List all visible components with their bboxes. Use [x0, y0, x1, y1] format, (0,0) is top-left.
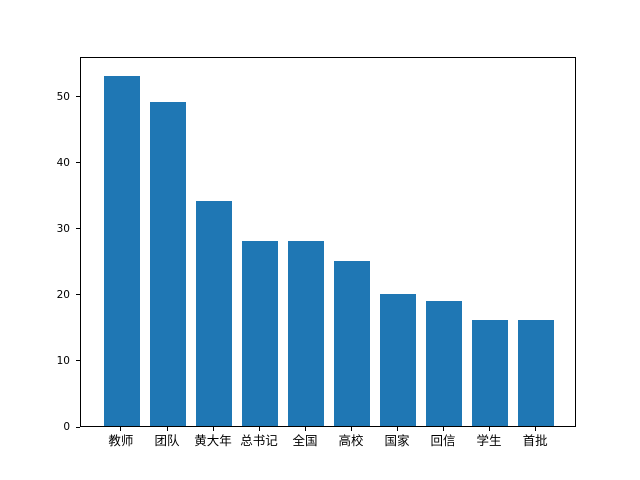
bar-回信	[425, 300, 463, 426]
x-tick-mark	[396, 427, 398, 431]
y-tick-mark	[76, 294, 80, 296]
y-tick-label: 30	[56, 222, 70, 235]
bar-团队	[149, 102, 187, 426]
x-tick-mark	[166, 427, 168, 431]
x-tick-label: 学生	[476, 433, 502, 448]
y-tick-label: 20	[56, 288, 70, 301]
y-tick-label: 40	[56, 156, 70, 169]
x-tick-mark	[442, 427, 444, 431]
x-tick-mark	[304, 427, 306, 431]
x-tick-label: 高校	[338, 433, 364, 448]
x-tick-label: 回信	[430, 433, 456, 448]
bar-教师	[103, 75, 141, 426]
bar-首批	[517, 320, 555, 426]
y-tick-label: 10	[56, 354, 70, 367]
y-tick-mark	[76, 162, 80, 164]
y-tick-label: 0	[63, 421, 70, 433]
y-tick-mark	[76, 96, 80, 98]
x-tick-mark	[488, 427, 490, 431]
bar-高校	[333, 260, 371, 426]
x-tick-mark	[258, 427, 260, 431]
bar-总书记	[241, 241, 279, 426]
y-tick-mark	[76, 228, 80, 230]
plot-area	[80, 57, 576, 427]
x-tick-label: 教师	[108, 433, 134, 448]
x-tick-label: 总书记	[240, 433, 278, 448]
x-tick-label: 首批	[522, 433, 548, 448]
x-tick-mark	[212, 427, 214, 431]
bar-黄大年	[195, 201, 233, 426]
x-tick-mark	[534, 427, 536, 431]
bar-学生	[471, 320, 509, 426]
bar-全国	[287, 241, 325, 426]
x-tick-mark	[350, 427, 352, 431]
y-tick-mark	[76, 426, 80, 428]
x-tick-mark	[120, 427, 122, 431]
x-tick-label: 团队	[154, 433, 180, 448]
bar-国家	[379, 293, 417, 426]
x-tick-label: 国家	[384, 433, 410, 448]
y-tick-mark	[76, 360, 80, 362]
x-tick-label: 黄大年	[194, 433, 232, 448]
x-tick-label: 全国	[292, 433, 318, 448]
y-tick-label: 50	[56, 90, 70, 103]
